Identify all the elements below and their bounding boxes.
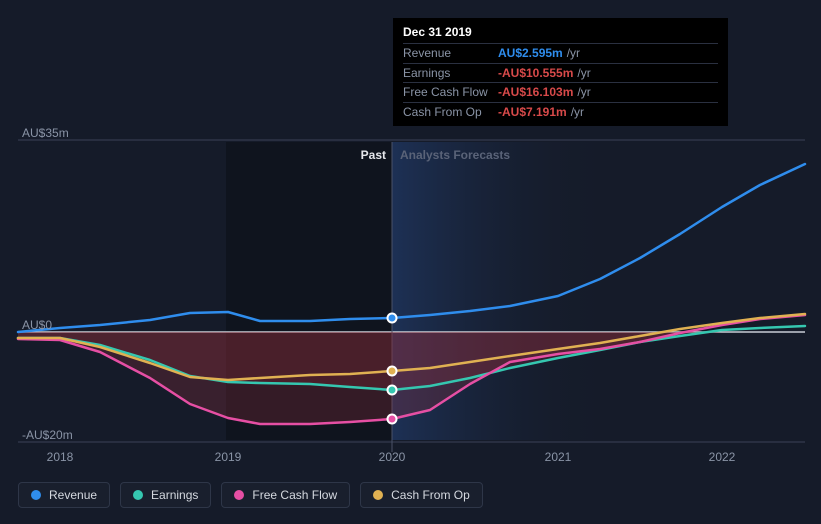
tooltip-row-unit: /yr bbox=[577, 84, 590, 101]
legend-item-cfo[interactable]: Cash From Op bbox=[360, 482, 483, 508]
tooltip-row-value: -AU$10.555m bbox=[498, 65, 573, 82]
tooltip-row-unit: /yr bbox=[567, 45, 580, 62]
x-axis-label: 2019 bbox=[215, 450, 242, 464]
y-axis-label: -AU$20m bbox=[22, 428, 73, 442]
legend-label: Earnings bbox=[151, 488, 198, 502]
legend-item-fcf[interactable]: Free Cash Flow bbox=[221, 482, 350, 508]
tooltip-row-label: Earnings bbox=[403, 65, 498, 82]
tooltip-row-label: Free Cash Flow bbox=[403, 84, 498, 101]
y-axis-label: AU$35m bbox=[22, 126, 69, 140]
tooltip-row-value: -AU$7.191m bbox=[498, 104, 567, 121]
tooltip-row-unit: /yr bbox=[577, 65, 590, 82]
legend-label: Revenue bbox=[49, 488, 97, 502]
tooltip-row-value: AU$2.595m bbox=[498, 45, 563, 62]
financials-chart: AU$35m AU$0 -AU$20m Past Analysts Forecast… bbox=[0, 0, 821, 524]
x-axis-label: 2022 bbox=[709, 450, 736, 464]
y-axis-label: AU$0 bbox=[22, 318, 52, 332]
tooltip-row: Free Cash Flow-AU$16.103m/yr bbox=[403, 82, 718, 102]
legend-swatch bbox=[31, 490, 41, 500]
forecast-label: Analysts Forecasts bbox=[400, 148, 510, 162]
legend-item-revenue[interactable]: Revenue bbox=[18, 482, 110, 508]
tooltip-row-unit: /yr bbox=[571, 104, 584, 121]
tooltip-row: RevenueAU$2.595m/yr bbox=[403, 43, 718, 63]
tooltip-date: Dec 31 2019 bbox=[403, 24, 718, 43]
chart-legend: Revenue Earnings Free Cash Flow Cash From O… bbox=[18, 482, 483, 508]
tooltip-row-label: Revenue bbox=[403, 45, 498, 62]
past-label: Past bbox=[0, 148, 386, 162]
tooltip-row-label: Cash From Op bbox=[403, 104, 498, 121]
legend-swatch bbox=[234, 490, 244, 500]
legend-item-earnings[interactable]: Earnings bbox=[120, 482, 211, 508]
x-axis-label: 2021 bbox=[545, 450, 572, 464]
x-axis-label: 2018 bbox=[47, 450, 74, 464]
legend-label: Free Cash Flow bbox=[252, 488, 337, 502]
legend-label: Cash From Op bbox=[391, 488, 470, 502]
legend-swatch bbox=[133, 490, 143, 500]
tooltip-row: Cash From Op-AU$7.191m/yr bbox=[403, 102, 718, 122]
legend-swatch bbox=[373, 490, 383, 500]
chart-tooltip: Dec 31 2019 RevenueAU$2.595m/yrEarnings-… bbox=[393, 18, 728, 126]
tooltip-row: Earnings-AU$10.555m/yr bbox=[403, 63, 718, 83]
tooltip-row-value: -AU$16.103m bbox=[498, 84, 573, 101]
x-axis-label: 2020 bbox=[379, 450, 406, 464]
